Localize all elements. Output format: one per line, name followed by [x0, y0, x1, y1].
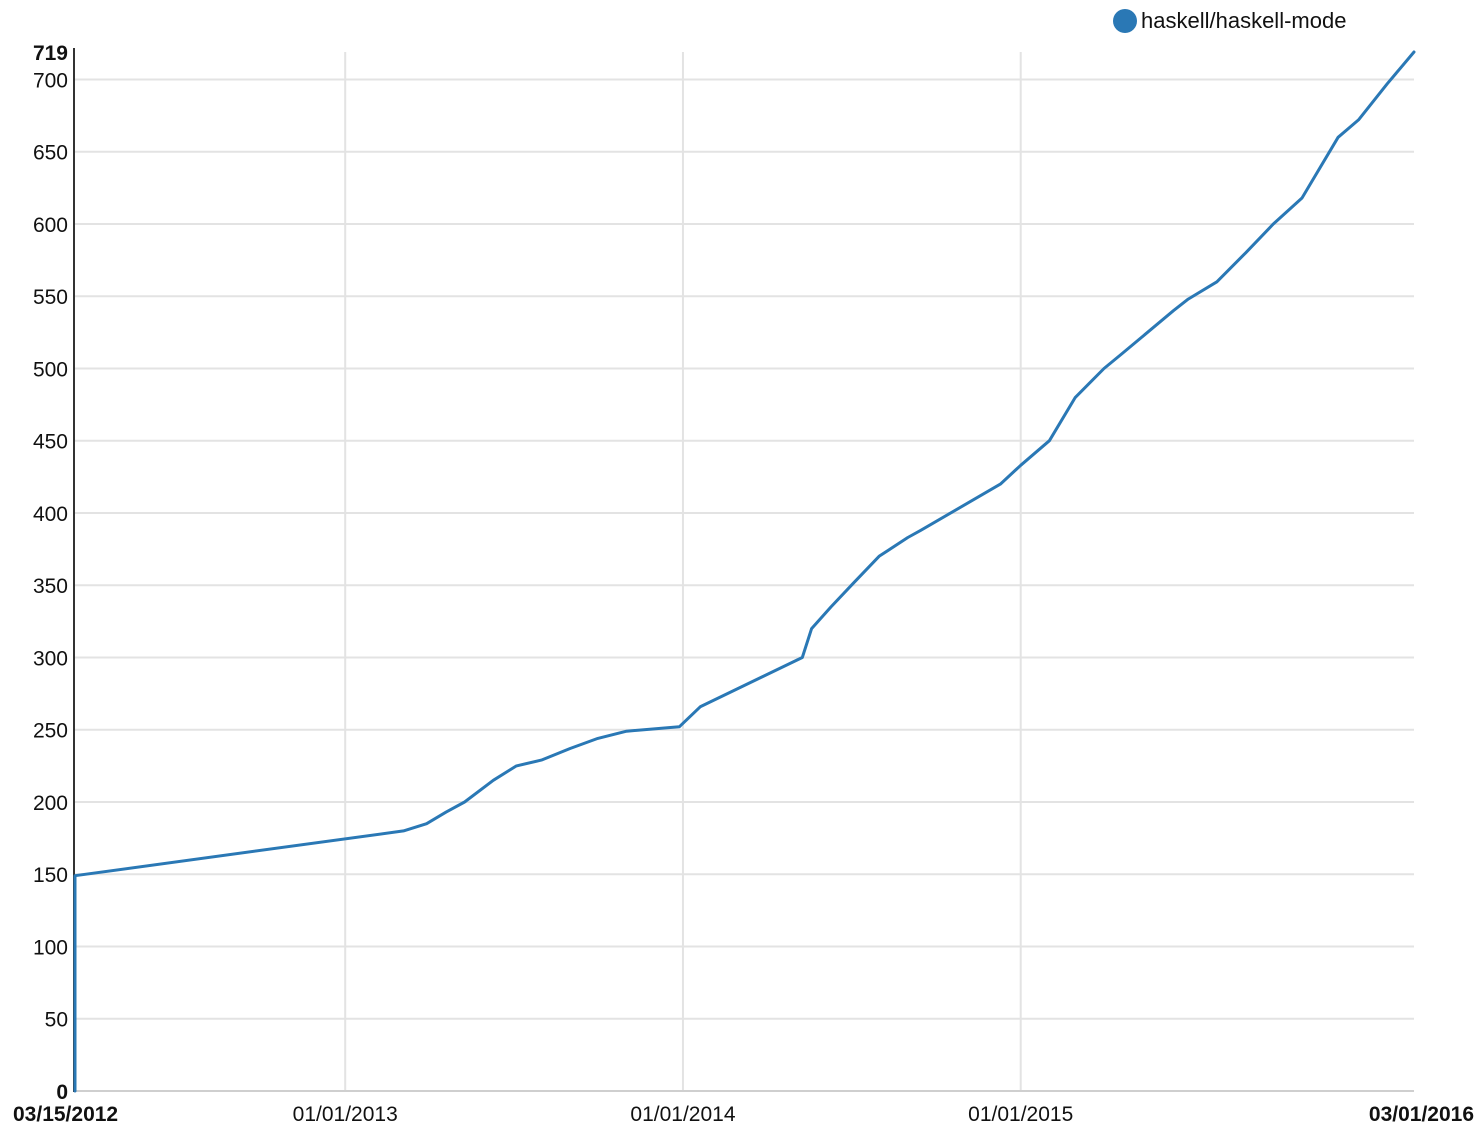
series-line: [73, 50, 1416, 1093]
x-tick-label: 01/01/2013: [293, 1103, 398, 1126]
y-tick-label: 200: [33, 792, 68, 815]
legend-marker-icon: [1113, 9, 1137, 33]
y-tick-label: 0: [56, 1081, 68, 1104]
y-tick-label: 719: [33, 42, 68, 65]
y-tick-label: 600: [33, 214, 68, 237]
series-lines: [73, 50, 1416, 1093]
x-tick-label: 03/15/2012: [13, 1103, 118, 1126]
y-tick-label: 350: [33, 575, 68, 598]
tick-labels: 0 50 100 150 200 250 300 350 400 450 500 550 600 650 7…: [13, 42, 1474, 1126]
y-tick-label: 150: [33, 864, 68, 887]
y-tick-label: 300: [33, 647, 68, 670]
y-tick-label: 400: [33, 503, 68, 526]
y-tick-label: 700: [33, 69, 68, 92]
legend-label: haskell/haskell-mode: [1141, 8, 1347, 33]
y-tick-label: 50: [45, 1009, 68, 1032]
x-tick-label: 03/01/2016: [1369, 1103, 1474, 1126]
x-tick-label: 01/01/2015: [968, 1103, 1073, 1126]
y-tick-label: 650: [33, 142, 68, 165]
grid-lines: [75, 52, 1414, 1091]
y-tick-label: 100: [33, 936, 68, 959]
x-tick-label: 01/01/2014: [630, 1103, 735, 1126]
y-tick-label: 500: [33, 358, 68, 381]
y-tick-label: 450: [33, 431, 68, 454]
y-tick-label: 250: [33, 720, 68, 743]
legend[interactable]: haskell/haskell-mode: [1113, 8, 1346, 34]
axes: [73, 48, 1414, 1092]
y-tick-label: 550: [33, 286, 68, 309]
